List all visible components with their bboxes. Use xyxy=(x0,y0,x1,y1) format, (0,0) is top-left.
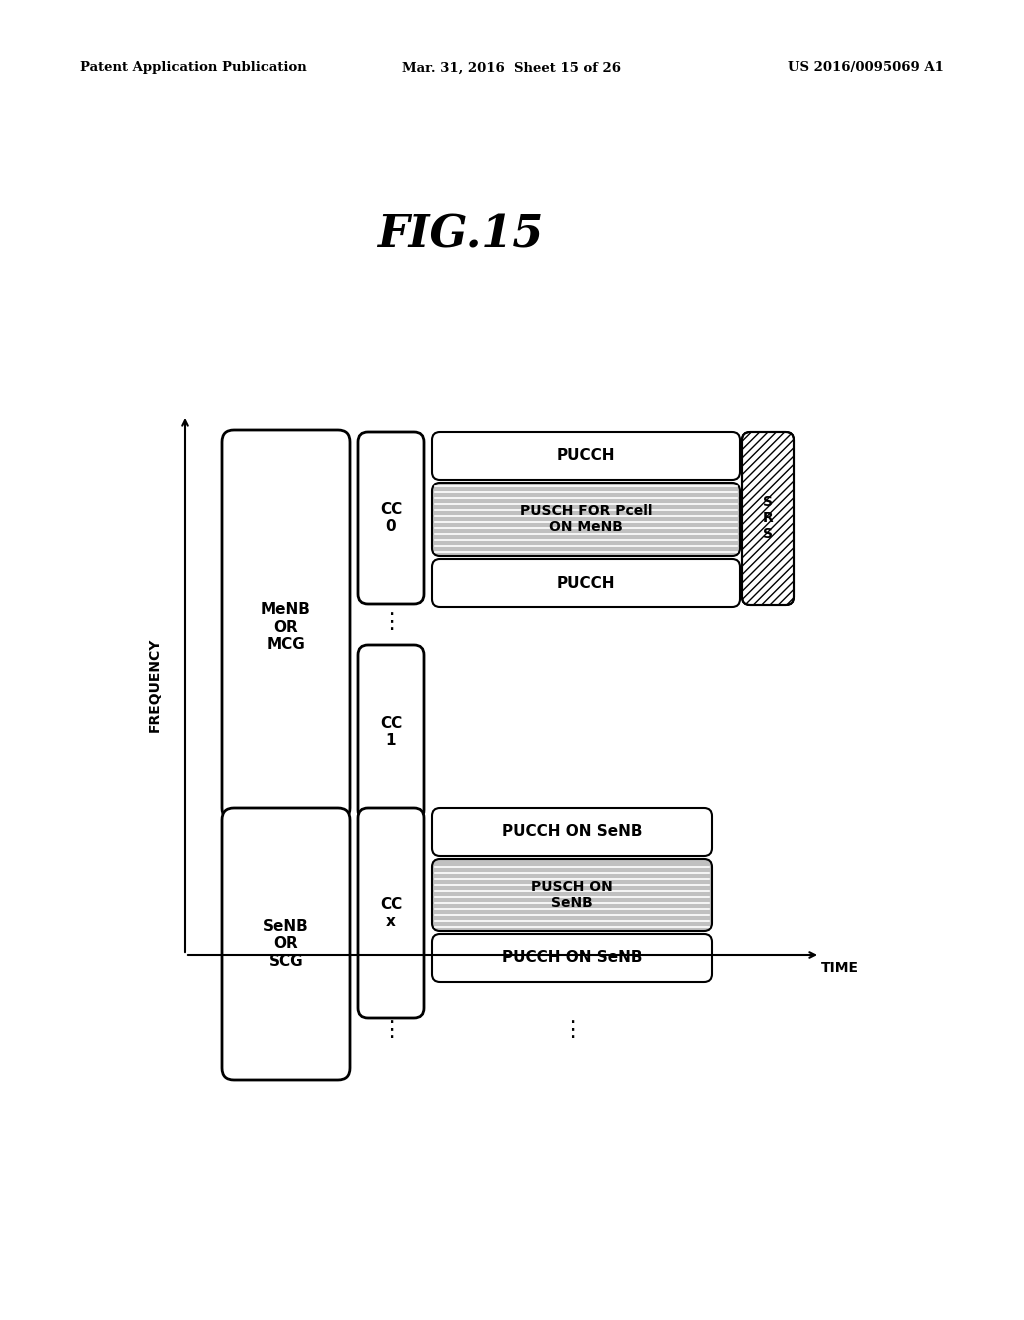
Text: US 2016/0095069 A1: US 2016/0095069 A1 xyxy=(788,62,944,74)
Text: Patent Application Publication: Patent Application Publication xyxy=(80,62,307,74)
Text: S
R
S: S R S xyxy=(763,495,773,541)
Text: FIG.15: FIG.15 xyxy=(377,214,543,256)
FancyBboxPatch shape xyxy=(432,558,740,607)
FancyBboxPatch shape xyxy=(358,432,424,605)
FancyBboxPatch shape xyxy=(222,430,350,820)
Text: CC
1: CC 1 xyxy=(380,715,402,748)
FancyBboxPatch shape xyxy=(432,808,712,855)
Text: CC
x: CC x xyxy=(380,896,402,929)
Text: Mar. 31, 2016  Sheet 15 of 26: Mar. 31, 2016 Sheet 15 of 26 xyxy=(402,62,622,74)
Text: PUCCH: PUCCH xyxy=(557,449,615,463)
FancyBboxPatch shape xyxy=(432,483,740,556)
FancyBboxPatch shape xyxy=(432,935,712,982)
Text: PUCCH: PUCCH xyxy=(557,576,615,590)
FancyBboxPatch shape xyxy=(358,808,424,1018)
Text: ⋮: ⋮ xyxy=(561,1020,583,1040)
FancyBboxPatch shape xyxy=(358,645,424,820)
FancyBboxPatch shape xyxy=(742,432,794,605)
Text: MeNB
OR
MCG: MeNB OR MCG xyxy=(261,602,311,652)
Text: FREQUENCY: FREQUENCY xyxy=(148,638,162,733)
Text: SeNB
OR
SCG: SeNB OR SCG xyxy=(263,919,309,969)
Text: PUCCH ON SeNB: PUCCH ON SeNB xyxy=(502,950,642,965)
Text: TIME: TIME xyxy=(821,961,859,975)
Text: CC
0: CC 0 xyxy=(380,502,402,535)
Text: PUSCH ON
SeNB: PUSCH ON SeNB xyxy=(531,880,613,909)
Text: PUSCH FOR Pcell
ON MeNB: PUSCH FOR Pcell ON MeNB xyxy=(520,504,652,535)
FancyBboxPatch shape xyxy=(222,808,350,1080)
Text: ⋮: ⋮ xyxy=(380,612,402,632)
Text: ⋮: ⋮ xyxy=(380,1020,402,1040)
Text: PUCCH ON SeNB: PUCCH ON SeNB xyxy=(502,825,642,840)
FancyBboxPatch shape xyxy=(432,859,712,931)
FancyBboxPatch shape xyxy=(432,432,740,480)
